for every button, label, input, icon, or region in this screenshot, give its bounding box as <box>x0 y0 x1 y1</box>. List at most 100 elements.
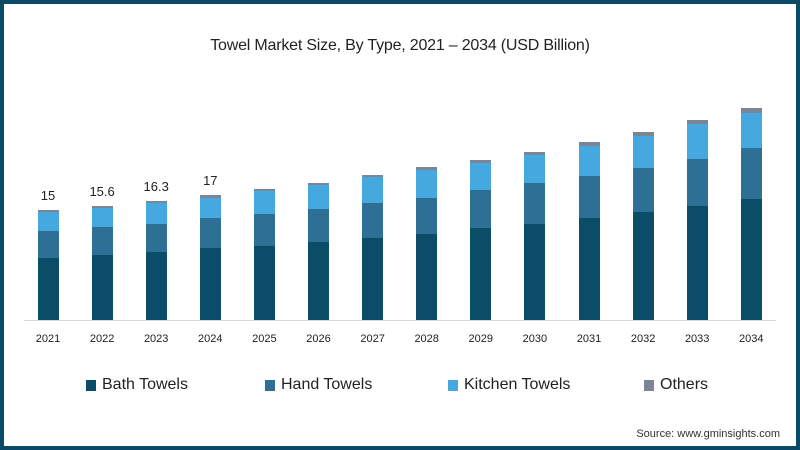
bar-2032 <box>632 4 654 320</box>
bar-segment-others <box>470 160 492 164</box>
bar-segment-hand-towels <box>632 168 654 213</box>
source-note: Source: www.gminsights.com <box>636 428 780 440</box>
bar-segment-kitchen-towels <box>145 202 167 224</box>
bar-segment-kitchen-towels <box>416 169 438 198</box>
legend-item-bath-towels: Bath Towels <box>86 376 188 394</box>
bar-segment-others <box>578 141 600 146</box>
legend-swatch <box>265 379 275 391</box>
bar-segment-bath-towels <box>308 242 329 320</box>
bar-segment-bath-towels <box>632 212 654 320</box>
bar-segment-bath-towels <box>199 248 221 320</box>
data-label: 16.3 <box>143 178 169 194</box>
bar-2021 <box>37 4 59 320</box>
x-tick-label: 2034 <box>739 333 764 345</box>
bar-segment-others <box>145 200 167 203</box>
x-tick-label: 2025 <box>252 333 277 345</box>
bar-segment-bath-towels <box>37 258 59 320</box>
bar-2028 <box>416 4 438 320</box>
bar-segment-bath-towels <box>524 223 546 320</box>
data-label: 17 <box>203 173 218 189</box>
bar-2034 <box>740 4 762 320</box>
data-label: 15 <box>40 188 56 204</box>
bar-segment-hand-towels <box>524 182 546 224</box>
bar-segment-others <box>686 119 708 125</box>
bar-2022 <box>91 4 113 320</box>
legend-item-kitchen-towels: Kitchen Towels <box>448 376 570 394</box>
bar-segment-hand-towels <box>91 226 113 255</box>
bar-segment-hand-towels <box>253 213 275 246</box>
bar-segment-hand-towels <box>740 147 762 200</box>
bar-segment-hand-towels <box>37 231 59 259</box>
bar-segment-kitchen-towels <box>253 191 275 214</box>
bar-segment-hand-towels <box>470 190 492 229</box>
x-tick-label: 2032 <box>630 333 656 345</box>
bar-2023 <box>145 4 167 320</box>
bar-segment-kitchen-towels <box>37 211 59 232</box>
x-tick-label: 2024 <box>198 333 223 345</box>
bar-segment-hand-towels <box>578 176 600 219</box>
bar-segment-bath-towels <box>686 206 708 320</box>
x-tick-label: 2021 <box>35 333 61 345</box>
bar-segment-others <box>416 166 438 170</box>
bar-2033 <box>686 4 708 320</box>
bar-segment-kitchen-towels <box>578 145 600 177</box>
bar-segment-kitchen-towels <box>470 163 492 191</box>
bar-2030 <box>524 4 546 320</box>
x-tick-label: 2023 <box>143 333 169 345</box>
chart-title: Towel Market Size, By Type, 2021 – 2034 … <box>210 37 590 54</box>
legend-label: Kitchen Towels <box>464 376 571 393</box>
x-tick-label: 2031 <box>576 333 602 345</box>
x-tick-label: 2033 <box>684 333 710 345</box>
bar-segment-bath-towels <box>416 234 438 320</box>
bar-segment-hand-towels <box>145 224 167 252</box>
x-tick-label: 2022 <box>89 333 115 345</box>
x-tick-label: 2027 <box>360 333 385 345</box>
bar-2029 <box>470 4 492 320</box>
bar-segment-bath-towels <box>470 228 492 320</box>
bar-segment-kitchen-towels <box>362 177 384 203</box>
bar-segment-kitchen-towels <box>199 197 221 219</box>
bar-segment-others <box>308 182 329 186</box>
chart-frame: Towel Market Size, By Type, 2021 – 2034 … <box>4 4 796 446</box>
legend: Bath Towels Hand Towels Kitchen Towels Othe… <box>4 376 796 400</box>
bar-segment-others <box>199 195 221 198</box>
legend-label: Hand Towels <box>281 376 373 393</box>
x-tick-label: 2028 <box>414 333 439 345</box>
data-label: 15.6 <box>89 183 115 199</box>
legend-swatch <box>448 379 458 391</box>
bar-segment-others <box>632 132 654 137</box>
legend-item-others: Others <box>644 376 708 394</box>
bar-segment-bath-towels <box>91 254 113 320</box>
legend-label: Bath Towels <box>102 376 188 393</box>
bar-segment-kitchen-towels <box>308 185 329 210</box>
bar-segment-bath-towels <box>145 251 167 320</box>
bar-segment-hand-towels <box>199 218 221 249</box>
legend-swatch <box>644 379 654 391</box>
bar-segment-kitchen-towels <box>632 136 654 169</box>
bar-segment-hand-towels <box>686 158 708 207</box>
bar-2025 <box>253 4 275 320</box>
plot-area: 2021 15 2022 15.6 2023 16.3 2024 17 2025 2026 2027… <box>4 4 796 345</box>
bar-2027 <box>362 4 384 320</box>
bar-segment-others <box>91 205 113 208</box>
bar-2031 <box>578 4 600 320</box>
bar-segment-kitchen-towels <box>91 207 113 227</box>
bar-2024 <box>199 4 221 320</box>
bar-segment-bath-towels <box>253 245 275 320</box>
bar-segment-others <box>524 152 546 156</box>
x-axis-line <box>24 320 776 321</box>
x-tick-label: 2029 <box>468 333 494 345</box>
bar-segment-hand-towels <box>308 209 329 243</box>
bar-segment-others <box>362 174 384 178</box>
bar-segment-bath-towels <box>362 237 384 320</box>
bar-segment-others <box>740 108 762 113</box>
legend-label: Others <box>660 376 709 393</box>
bar-segment-kitchen-towels <box>686 124 708 159</box>
x-tick-label: 2026 <box>306 333 331 345</box>
bar-segment-kitchen-towels <box>740 112 762 148</box>
legend-swatch <box>86 379 96 391</box>
bar-segment-bath-towels <box>578 218 600 320</box>
x-tick-label: 2030 <box>522 333 548 345</box>
bar-segment-kitchen-towels <box>524 155 546 183</box>
bar-segment-hand-towels <box>416 197 438 235</box>
